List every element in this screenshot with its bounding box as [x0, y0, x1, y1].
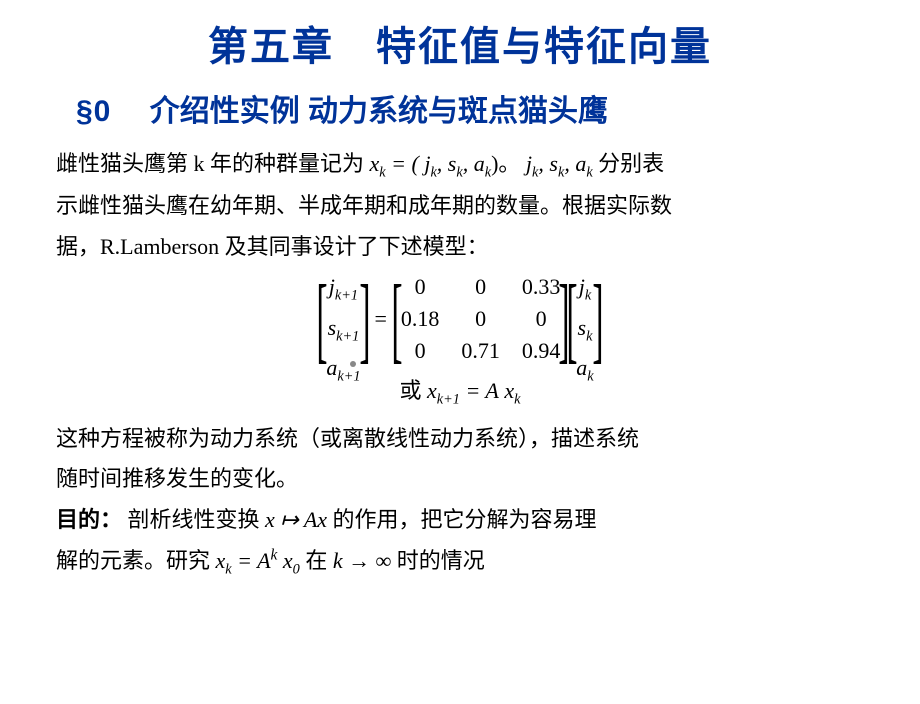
section-number: §0 — [76, 95, 111, 128]
a01: 0 — [461, 274, 500, 300]
bracket-r1: ] — [359, 271, 370, 367]
rv-r2: s — [578, 315, 587, 340]
rp: )。 — [491, 151, 520, 176]
chapter-title: 第五章 特征值与特征向量 — [0, 14, 920, 72]
bracket-l3: [ — [567, 271, 578, 367]
right-vector: jk sk ak — [576, 271, 593, 367]
or-eq: = — [465, 378, 485, 403]
comma4: , — [564, 151, 575, 176]
goal-xk: x — [216, 548, 226, 573]
a11: 0 — [461, 306, 500, 332]
rv-r3: a — [576, 355, 587, 380]
comma3: , — [538, 151, 549, 176]
lv-r3: a — [326, 355, 337, 380]
a02: 0.33 — [522, 274, 561, 300]
lv-r2s: k+1 — [336, 328, 359, 344]
paragraph-1: 雌性猫头鹰第 k 年的种群量记为 xk = ( jk, sk, ak)。 jk,… — [56, 144, 864, 267]
lv-r3s: k+1 — [337, 368, 360, 384]
comma1: , — [437, 151, 448, 176]
goal-x: x — [265, 507, 275, 532]
section-title: §0 介绍性实例 动力系统与斑点猫头鹰 — [76, 86, 920, 130]
a00: 0 — [401, 274, 440, 300]
goal-x0s: 0 — [293, 561, 300, 577]
var-a: a — [474, 151, 485, 176]
p1-t4: 据，R.Lamberson 及其同事设计了下述模型： — [56, 227, 864, 268]
var-xk: x — [370, 151, 380, 176]
p1-t3: 示雌性猫头鹰在幼年期、半成年期和成年期的数量。根据实际数 — [56, 186, 864, 227]
eq-open: = ( — [391, 151, 419, 176]
goal-t5: 时的情况 — [397, 548, 485, 573]
var-xk-sub: k — [379, 164, 385, 180]
goal-paragraph: 目的： 剖析线性变换 x ↦ Ax 的作用，把它分解为容易理 解的元素。研究 x… — [56, 500, 864, 583]
or-x: x — [427, 378, 437, 403]
var-a2: a — [575, 151, 586, 176]
rv-r1s: k — [585, 288, 591, 304]
a21: 0.71 — [461, 338, 500, 364]
matrix-equation: [ jk+1 sk+1 ak+1 ] = [ 0 0 0.33 0.18 0 0… — [0, 271, 920, 367]
or-x2: x — [504, 378, 514, 403]
or-x2s: k — [514, 392, 520, 408]
bracket-r3: ] — [592, 271, 603, 367]
lv-r2: s — [328, 315, 337, 340]
maps-to-icon: ↦ — [280, 507, 304, 532]
left-vector: jk+1 sk+1 ak+1 — [326, 271, 360, 367]
goal-Ak: A — [257, 548, 270, 573]
a22: 0.94 — [522, 338, 561, 364]
or-xs: k+1 — [437, 392, 460, 408]
goal-t3: 解的元素。研究 — [56, 548, 210, 573]
var-a2-sub: k — [586, 164, 592, 180]
p2-t1: 这种方程被称为动力系统（或离散线性动力系统），描述系统 — [56, 419, 864, 460]
goal-x0: x — [283, 548, 293, 573]
a10: 0.18 — [401, 306, 440, 332]
a20: 0 — [401, 338, 440, 364]
p2-t2: 随时间推移发生的变化。 — [56, 459, 864, 500]
goal-Ax: Ax — [304, 507, 327, 532]
goal-t1: 剖析线性变换 — [128, 507, 260, 532]
bracket-l2: [ — [391, 271, 402, 367]
comma2: , — [463, 151, 474, 176]
p1-t2: 分别表 — [598, 151, 664, 176]
or-equation: 或 xk+1 = A xk — [0, 373, 920, 408]
goal-eq: = — [237, 548, 257, 573]
a12: 0 — [522, 306, 561, 332]
center-dot-icon — [350, 361, 356, 367]
or-pre: 或 — [400, 378, 422, 403]
goal-xks: k — [225, 561, 231, 577]
matrix-a: 0 0 0.33 0.18 0 0 0 0.71 0.94 — [401, 271, 561, 367]
goal-k: k — [333, 548, 343, 573]
bracket-l1: [ — [317, 271, 328, 367]
goal-ksup: k — [271, 546, 278, 563]
p1-t1: 雌性猫头鹰第 k 年的种群量记为 — [56, 151, 364, 176]
var-s2: s — [549, 151, 558, 176]
goal-t2: 的作用，把它分解为容易理 — [333, 507, 597, 532]
lv-r1s: k+1 — [335, 288, 358, 304]
or-A: A — [485, 378, 498, 403]
equals-sign: = — [374, 306, 386, 332]
goal-t4: 在 — [305, 548, 327, 573]
section-name: 介绍性实例 动力系统与斑点猫头鹰 — [150, 95, 608, 128]
paragraph-2: 这种方程被称为动力系统（或离散线性动力系统），描述系统 随时间推移发生的变化。 — [56, 419, 864, 500]
arrow-infinity-icon: → ∞ — [348, 548, 391, 573]
goal-label: 目的： — [56, 507, 122, 532]
